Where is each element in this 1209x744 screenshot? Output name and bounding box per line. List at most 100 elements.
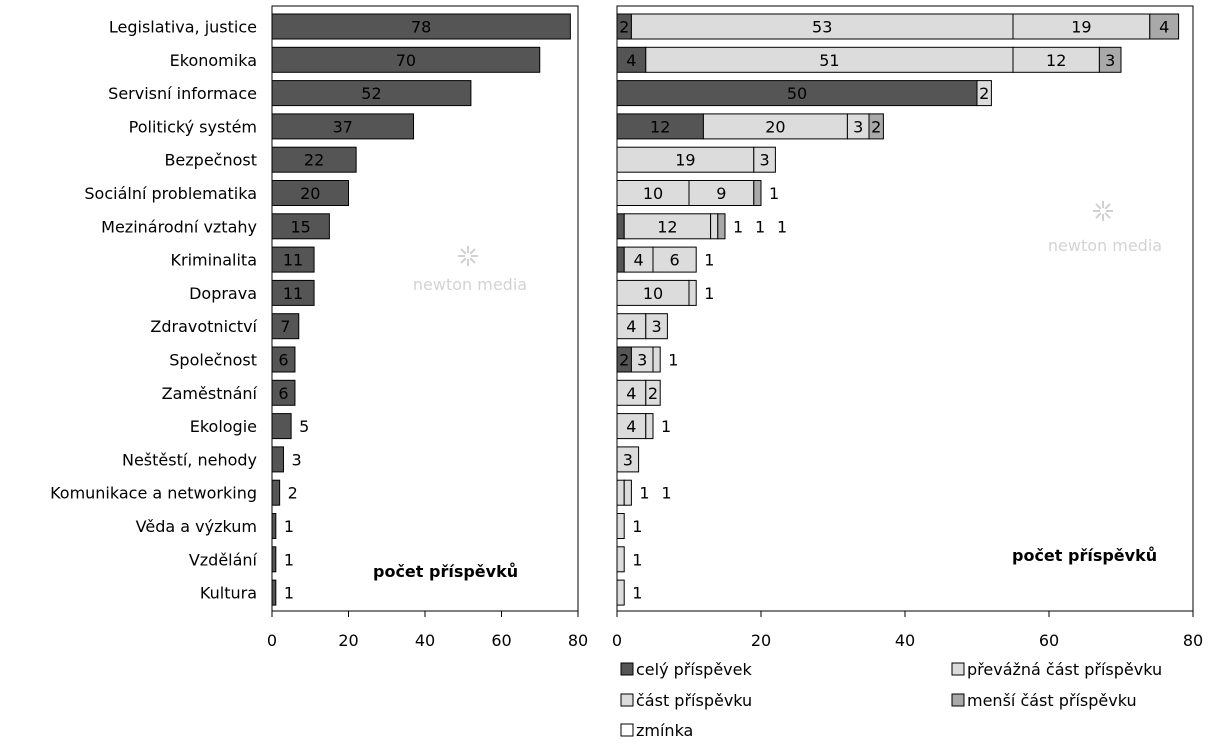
stacked-bar-segment bbox=[616, 479, 625, 506]
bar-value-label: 1 bbox=[284, 550, 294, 569]
stacked-bar-segment bbox=[623, 479, 632, 506]
stacked-bar-segment bbox=[1098, 46, 1122, 73]
segment-value-label: 2 bbox=[619, 351, 629, 370]
stacked-bar-segment bbox=[976, 80, 992, 107]
watermark-text: newton media bbox=[413, 275, 527, 294]
stacked-bar-segment bbox=[1149, 13, 1180, 40]
segment-value-label: 1 bbox=[632, 517, 642, 536]
bar bbox=[271, 546, 277, 573]
x-tick-label: 20 bbox=[751, 631, 771, 650]
bar bbox=[271, 379, 296, 406]
category-label: Servisní informace bbox=[108, 84, 257, 103]
legend: celý příspěvek převážná část příspěvku čás… bbox=[620, 660, 1162, 740]
bar-value-label: 78 bbox=[411, 18, 431, 37]
segment-value-label: 2 bbox=[871, 117, 881, 136]
bar bbox=[271, 13, 571, 40]
legend-label: celý příspěvek bbox=[636, 660, 752, 679]
bar bbox=[271, 180, 349, 206]
bar-value-label: 7 bbox=[280, 317, 290, 336]
segment-value-label: 4 bbox=[626, 417, 636, 436]
stacked-bar-segment bbox=[753, 180, 762, 206]
bar-value-label: 1 bbox=[284, 584, 294, 603]
bar-value-label: 5 bbox=[299, 417, 309, 436]
legend-swatch bbox=[620, 723, 634, 737]
legend-item: zmínka bbox=[620, 721, 693, 740]
stacked-bar-segment bbox=[645, 413, 654, 440]
x-tick-label: 60 bbox=[1039, 631, 1059, 650]
segment-value-label: 1 bbox=[733, 217, 743, 236]
stacked-bar-segment bbox=[652, 346, 661, 373]
segment-value-label: 4 bbox=[1159, 18, 1169, 37]
segment-value-label: 2 bbox=[979, 84, 989, 103]
category-label: Neštěstí, nehody bbox=[122, 450, 257, 469]
bar bbox=[271, 146, 357, 173]
category-label: Ekonomika bbox=[170, 51, 257, 70]
stacked-bar-segment bbox=[702, 113, 848, 140]
stacked-bar-segment bbox=[616, 146, 755, 173]
stacked-bar-segment bbox=[616, 513, 625, 539]
segment-value-label: 20 bbox=[765, 117, 785, 136]
bar-value-label: 1 bbox=[284, 517, 294, 536]
x-tick-label: 0 bbox=[267, 631, 277, 650]
stacked-bar-segment bbox=[616, 246, 625, 273]
segment-value-label: 12 bbox=[657, 217, 677, 236]
stacked-bar-segment bbox=[710, 213, 719, 240]
bar bbox=[271, 213, 330, 240]
category-label: Komunikace a networking bbox=[50, 484, 257, 503]
legend-swatch bbox=[620, 693, 634, 707]
x-tick-label: 0 bbox=[612, 631, 622, 650]
bar bbox=[271, 413, 292, 440]
x-tick-label: 80 bbox=[1183, 631, 1203, 650]
bar-value-label: 2 bbox=[288, 484, 298, 503]
segment-value-label: 1 bbox=[777, 217, 787, 236]
segment-value-label: 3 bbox=[652, 317, 662, 336]
category-label: Bezpečnost bbox=[164, 151, 257, 170]
segment-value-label: 1 bbox=[755, 217, 765, 236]
category-label: Věda a výzkum bbox=[136, 517, 257, 536]
segment-value-label: 10 bbox=[643, 184, 663, 203]
bar-value-label: 37 bbox=[333, 117, 353, 136]
segment-value-label: 1 bbox=[632, 550, 642, 569]
axis-annotation: počet příspěvků bbox=[1012, 546, 1157, 565]
stacked-bar-segment bbox=[616, 46, 647, 73]
stacked-bar-segment bbox=[616, 579, 625, 606]
legend-label: část příspěvku bbox=[636, 691, 752, 710]
stacked-bar-segment bbox=[616, 379, 647, 406]
segment-value-label: 19 bbox=[675, 151, 695, 170]
segment-value-label: 51 bbox=[819, 51, 839, 70]
segment-value-label: 1 bbox=[769, 184, 779, 203]
bar-value-label: 11 bbox=[283, 284, 303, 303]
category-label: Zaměstnání bbox=[162, 384, 258, 403]
x-tick-label: 40 bbox=[415, 631, 435, 650]
category-label: Vzdělání bbox=[189, 550, 258, 569]
stacked-bar-segment bbox=[652, 246, 697, 273]
legend-label: převážná část příspěvku bbox=[967, 660, 1162, 679]
segment-value-label: 4 bbox=[626, 51, 636, 70]
segment-value-label: 9 bbox=[716, 184, 726, 203]
watermark-text: newton media bbox=[1048, 236, 1162, 255]
category-label: Mezinárodní vztahy bbox=[101, 217, 257, 236]
bar-value-label: 52 bbox=[361, 84, 381, 103]
x-tick-label: 80 bbox=[568, 631, 588, 650]
stacked-bar-segment bbox=[616, 279, 690, 306]
stacked-bar-segment bbox=[616, 113, 704, 140]
legend-label: menší část příspěvku bbox=[967, 691, 1137, 710]
legend-item: převážná část příspěvku bbox=[951, 660, 1162, 679]
bar bbox=[271, 246, 315, 273]
stacked-bar-segment bbox=[717, 213, 726, 240]
segment-value-label: 1 bbox=[639, 484, 649, 503]
segment-value-label: 1 bbox=[661, 484, 671, 503]
segment-value-label: 1 bbox=[632, 584, 642, 603]
axis-annotation: počet příspěvků bbox=[373, 562, 518, 581]
bar-value-label: 20 bbox=[300, 184, 320, 203]
segment-value-label: 6 bbox=[670, 251, 680, 270]
x-tick-label: 20 bbox=[338, 631, 358, 650]
segment-value-label: 50 bbox=[787, 84, 807, 103]
bar bbox=[271, 113, 415, 140]
bar bbox=[271, 579, 277, 606]
stacked-bar-segment bbox=[616, 446, 640, 473]
legend-item: část příspěvku bbox=[620, 691, 752, 710]
segment-value-label: 10 bbox=[643, 284, 663, 303]
